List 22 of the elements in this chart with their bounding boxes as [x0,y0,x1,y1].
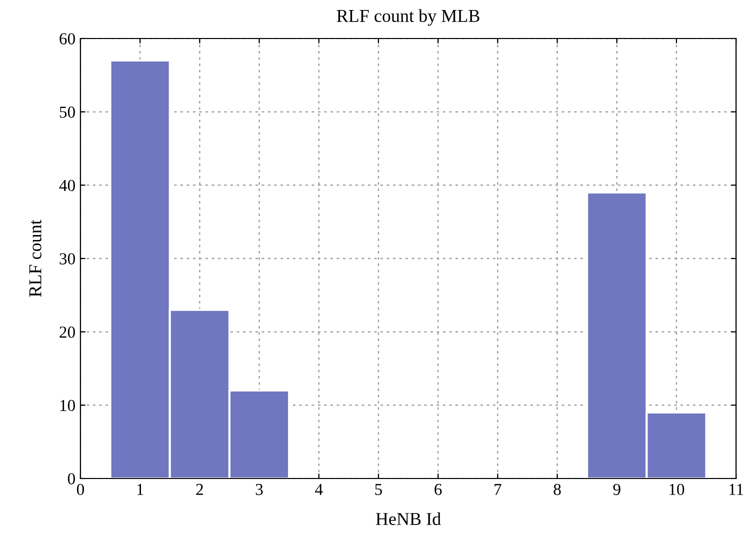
y-tick-label: 40 [59,180,75,192]
y-tick-label: 10 [60,400,75,412]
x-tick-label: 2 [196,484,203,495]
y-tick-label: 20 [60,326,75,338]
y-tick-label: 60 [60,33,75,44]
x-tick-label: 11 [730,484,744,495]
x-tick-label: 10 [670,484,684,496]
x-tick-label: 5 [375,484,382,496]
y-tick-label: 50 [60,106,75,118]
x-tick-label: 1 [137,484,144,495]
x-tick-label: 6 [434,484,442,496]
x-tick-label: 0 [76,484,84,496]
chart-title: RLF count by MLB [336,9,480,26]
y-axis-title: RLF count [29,220,42,297]
x-tick-label: 8 [554,484,561,496]
x-axis-title: HeNB Id [376,512,441,526]
x-tick-label: 4 [315,484,323,495]
x-tick-label: 9 [613,484,620,496]
x-tick-label: 3 [256,484,263,496]
y-tick-label: 0 [68,473,75,484]
x-tick-label: 7 [494,484,502,495]
y-tick-label: 30 [60,253,75,264]
